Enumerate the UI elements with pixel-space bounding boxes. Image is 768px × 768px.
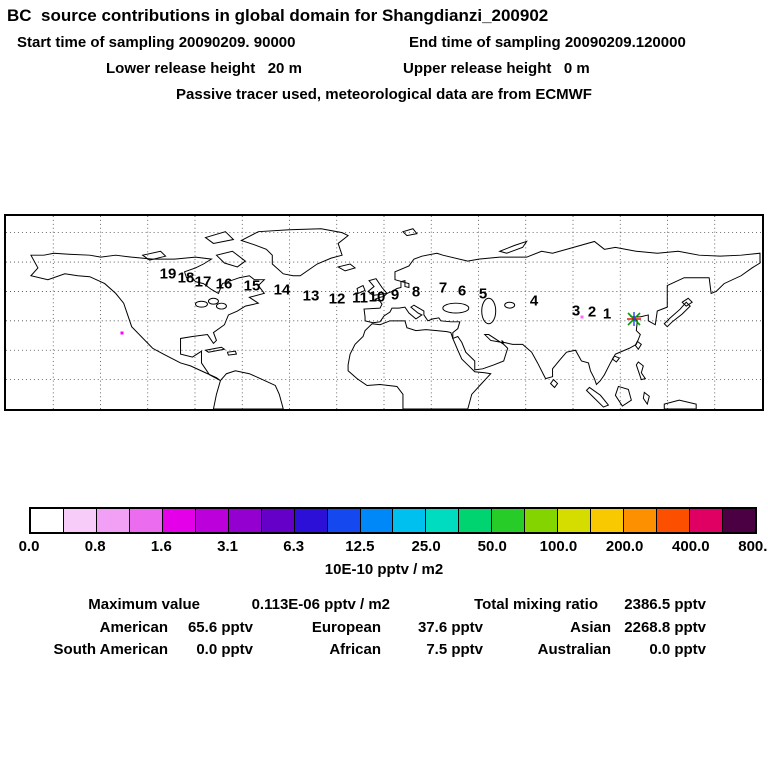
trajectory-day-number: 7 [438,279,448,297]
stats-row: South American 0.0 pptv African 7.5 pptv Aus… [40,641,706,658]
stats-label: South American [53,641,168,658]
stats-value: 0.0 pptv [649,641,706,658]
receptor-star-icon [626,311,642,327]
colorbar-segment [690,509,724,532]
colorbar-segment [162,509,196,532]
stats-value: 2268.8 pptv [624,619,706,636]
trajectory-day-number: 17 [194,273,212,291]
colorbar-segment [228,509,262,532]
lower-release-label: Lower release height 20 m [106,60,302,77]
upper-release-label: Upper release height 0 m [403,60,590,77]
trajectory-day-number: 15 [243,277,261,295]
start-time-label: Start time of sampling 20090209. 90000 [17,34,296,51]
trajectory-day-number: 13 [302,287,320,305]
stats-row: American 65.6 pptv European 37.6 pptv Asian 2… [40,619,706,636]
stats-value: 65.6 pptv [187,619,253,636]
stats-label: Asian [570,619,611,636]
colorbar-segment [31,509,64,532]
trajectory-day-number: 12 [328,290,346,308]
colorbar-segment [591,509,625,532]
colorbar-segment [426,509,460,532]
stats-label: Total mixing ratio [474,596,598,613]
trajectory-day-number: 8 [411,283,421,301]
trajectory-day-number: 5 [478,285,488,303]
colorbar-segment [492,509,526,532]
colorbar-tick-label: 800.0 [738,538,768,555]
colorbar-tick-label: 0.0 [18,538,40,555]
colorbar-segment [657,509,691,532]
contribution-speck [580,315,584,319]
stats-value: 7.5 pptv [426,641,483,658]
trajectory-day-number: 19 [159,265,177,283]
colorbar-segment [525,509,559,532]
world-map-panel: 19 18 17 16 15 14 13 12 11 10 9 8 7 6 5 4 3 2 1 [4,214,764,411]
colorbar-tick-label: 6.3 [283,538,305,555]
trajectory-day-number: 6 [457,282,467,300]
stats-value: 0.0 pptv [196,641,253,658]
colorbar-tick-label: 25.0 [411,538,441,555]
latlon-grid [6,216,762,409]
stats-value: 37.6 pptv [417,619,483,636]
stats-label: Maximum value [88,596,200,613]
trajectory-day-number: 10 [368,288,386,306]
colorbar-segment [96,509,130,532]
colorbar-units-label: 10E-10 pptv / m2 [324,561,444,578]
stats-label: European [311,619,381,636]
colorbar-tick-label: 50.0 [477,538,507,555]
colorbar-segment [723,509,755,532]
colorbar-tick-labels: 0.0 0.8 1.6 3.1 6.3 12.5 25.0 50.0 100.0 200.0 400… [19,538,768,556]
stats-label: American [99,619,168,636]
trajectory-day-number: 14 [273,281,291,299]
colorbar-segment [129,509,163,532]
colorbar-segment [459,509,493,532]
colorbar-segment [294,509,328,532]
colorbar-tick-label: 200.0 [605,538,644,555]
stats-value: 2386.5 pptv [624,596,706,613]
colorbar [29,507,757,534]
colorbar-segment [558,509,592,532]
stats-label: Australian [537,641,611,658]
colorbar-segment [261,509,295,532]
stats-value: 0.113E-06 pptv / m2 [251,596,390,613]
colorbar-tick-label: 100.0 [539,538,578,555]
colorbar-tick-label: 0.8 [84,538,106,555]
stats-row: Maximum value 0.113E-06 pptv / m2 Total mi… [40,596,706,613]
trajectory-day-number: 1 [602,305,612,323]
colorbar-tick-label: 400.0 [672,538,710,555]
page-title: BC source contributions in global domain… [7,6,549,25]
trajectory-day-number: 18 [177,269,195,287]
trajectory-day-number: 11 [352,289,368,307]
colorbar-tick-label: 12.5 [345,538,375,555]
colorbar-segment [393,509,427,532]
tracer-info-label: Passive tracer used, meteorological data… [176,86,592,103]
trajectory-day-number: 3 [571,302,581,320]
world-map-image [6,216,762,409]
colorbar-segment [63,509,97,532]
trajectory-overlay: 19 18 17 16 15 14 13 12 11 10 9 8 7 6 5 4 3 2 1 [6,216,762,409]
trajectory-day-number: 16 [215,275,233,293]
colorbar-segment [624,509,658,532]
trajectory-day-number: 9 [390,286,400,304]
colorbar-tick-label: 1.6 [150,538,172,555]
colorbar-segment [195,509,229,532]
trajectory-day-number: 2 [587,303,597,321]
contribution-speck [120,331,124,335]
colorbar-segment [327,509,361,532]
coastlines [30,228,761,409]
colorbar-segment [360,509,394,532]
end-time-label: End time of sampling 20090209.120000 [409,34,686,51]
stats-label: African [329,641,381,658]
trajectory-day-number: 4 [529,292,539,310]
colorbar-tick-label: 3.1 [217,538,238,555]
